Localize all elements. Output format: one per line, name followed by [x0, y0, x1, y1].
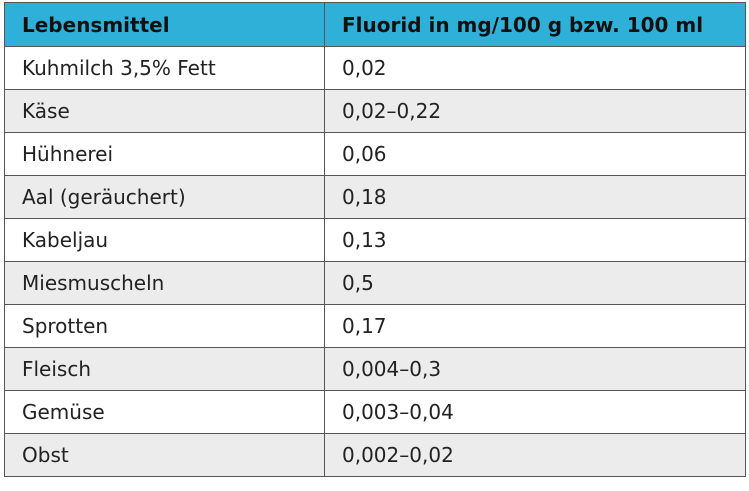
table-header-row: Lebensmittel Fluorid in mg/100 g bzw. 10…: [4, 2, 746, 47]
table-row: Obst 0,002–0,02: [4, 433, 746, 477]
table-row: Aal (geräuchert) 0,18: [4, 175, 746, 219]
food-cell: Käse: [4, 89, 325, 133]
food-cell: Kabeljau: [4, 218, 325, 262]
table-row: Kuhmilch 3,5% Fett 0,02: [4, 46, 746, 90]
fluoride-cell: 0,004–0,3: [324, 347, 746, 391]
table-row: Kabeljau 0,13: [4, 218, 746, 262]
food-cell: Gemüse: [4, 390, 325, 434]
fluoride-cell: 0,06: [324, 132, 746, 176]
fluoride-cell: 0,002–0,02: [324, 433, 746, 477]
table-row: Gemüse 0,003–0,04: [4, 390, 746, 434]
food-cell: Aal (geräuchert): [4, 175, 325, 219]
table-row: Hühnerei 0,06: [4, 132, 746, 176]
fluoride-cell: 0,18: [324, 175, 746, 219]
food-cell: Sprotten: [4, 304, 325, 348]
fluoride-table: Lebensmittel Fluorid in mg/100 g bzw. 10…: [4, 2, 746, 477]
food-cell: Miesmuscheln: [4, 261, 325, 305]
fluoride-cell: 0,02: [324, 46, 746, 90]
fluoride-cell: 0,003–0,04: [324, 390, 746, 434]
table-row: Sprotten 0,17: [4, 304, 746, 348]
column-header-food: Lebensmittel: [4, 2, 325, 47]
table-row: Miesmuscheln 0,5: [4, 261, 746, 305]
fluoride-cell: 0,02–0,22: [324, 89, 746, 133]
food-cell: Obst: [4, 433, 325, 477]
column-header-fluoride: Fluorid in mg/100 g bzw. 100 ml: [324, 2, 746, 47]
table-row: Fleisch 0,004–0,3: [4, 347, 746, 391]
food-cell: Hühnerei: [4, 132, 325, 176]
fluoride-cell: 0,5: [324, 261, 746, 305]
food-cell: Kuhmilch 3,5% Fett: [4, 46, 325, 90]
table-row: Käse 0,02–0,22: [4, 89, 746, 133]
fluoride-cell: 0,17: [324, 304, 746, 348]
fluoride-cell: 0,13: [324, 218, 746, 262]
food-cell: Fleisch: [4, 347, 325, 391]
